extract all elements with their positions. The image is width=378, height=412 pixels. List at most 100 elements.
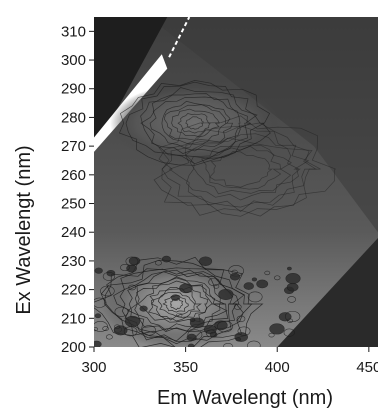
contour-speckle [187,343,195,347]
y-tick-label: 230 [61,253,86,270]
contour-speckle [170,294,180,301]
contour-line [185,116,204,130]
y-tick-label: 210 [61,310,86,327]
contour-speckle [100,285,115,297]
contour-speckle [154,260,162,266]
contour-speckle [179,283,193,294]
contour-speckle [237,326,251,336]
contour-speckle [199,256,213,267]
contour-line [171,108,220,138]
contour-speckle [217,320,233,333]
contour-line [125,81,265,165]
contour-line [149,96,241,152]
contour-speckle [286,282,299,292]
x-tick-label: 350 [173,359,198,376]
contour-speckle [233,304,242,310]
contour-speckle [128,256,141,266]
contour-speckle [284,310,301,322]
contour-speckle [128,284,137,291]
contour-speckle [247,340,261,347]
contour-speckle [114,306,129,317]
contour-speckle [235,337,241,342]
contour-speckle [208,277,220,287]
contour-speckle [125,256,139,266]
y-tick-label: 270 [61,138,86,155]
contour-line [170,297,184,311]
contour-speckle [222,343,234,347]
contour-speckle [287,296,297,303]
contour-speckle [120,263,130,272]
y-tick-label: 300 [61,52,86,69]
contour-speckle [141,325,157,336]
y-tick-label: 200 [61,339,86,356]
contour-line [157,291,196,317]
contour-line [94,256,264,347]
contour-speckle [102,326,109,331]
contour-lines [94,80,336,347]
contour-speckle [123,326,138,337]
contour-speckle [286,266,292,271]
x-axis-title: Em Wavelengt (nm) [157,387,333,409]
contour-speckle [106,270,116,277]
contour-line [161,100,234,145]
contour-speckle [94,327,99,332]
contour-speckle [124,315,141,328]
y-tick-label: 220 [61,282,86,299]
contour-line [168,133,310,208]
contour-speckle [236,315,246,322]
rayleigh-scatter-trace [168,17,191,58]
y-tick-label: 280 [61,109,86,126]
contour-speckle [139,305,148,312]
contour-speckle [213,284,220,289]
contour-speckle [229,273,241,281]
scatter-masked-region [94,17,168,152]
contour-speckle [189,317,196,323]
contour-speckle [114,324,121,330]
contour-speckle [205,329,217,338]
contour-line [119,268,240,345]
contour-line [140,87,258,159]
contour-speckle [268,332,275,338]
contour-speckle [256,279,269,289]
contour-line [200,145,282,190]
contour-line [189,144,292,195]
y-tick-label: 250 [61,196,86,213]
contour-line [148,286,209,322]
contour-line [153,122,321,217]
second-order-scatter-region [277,237,378,347]
x-tick-label: 300 [81,359,106,376]
contour-speckle [283,328,295,337]
peak-region [101,258,252,347]
contour-speckle [285,273,301,284]
contour-speckle [94,313,102,319]
y-tick-label: 260 [61,167,86,184]
contour-speckle [247,291,263,303]
contour-speckle [161,255,171,263]
contour-speckle [176,312,183,318]
contour-speckle [94,321,108,332]
plot-area [94,17,378,347]
contour-speckle [231,269,238,275]
y-tick-label: 290 [61,81,86,98]
contour-speckle [251,277,258,282]
y-tick-label: 240 [61,224,86,241]
contour-speckle [209,331,218,338]
contour-line [104,267,253,347]
y-axis: 200 210 220 230 240 250 260 270 280 290 300 310 [61,23,94,356]
contour-line [163,104,228,141]
contour-line [140,93,251,154]
x-axis: 300 350 400 450 [81,347,378,376]
contour-speckle [269,323,285,335]
contour-line [118,80,271,166]
contour-speckle [105,334,113,340]
contour-line [177,113,211,134]
contour-speckle [94,340,102,347]
x-tick-label: 450 [356,359,378,376]
contour-speckle [102,271,116,281]
contour-line [162,294,189,313]
y-tick-label: 310 [61,23,86,40]
contour-speckle [94,297,107,308]
x-tick-label: 400 [265,359,290,376]
contour-speckle [113,325,128,336]
